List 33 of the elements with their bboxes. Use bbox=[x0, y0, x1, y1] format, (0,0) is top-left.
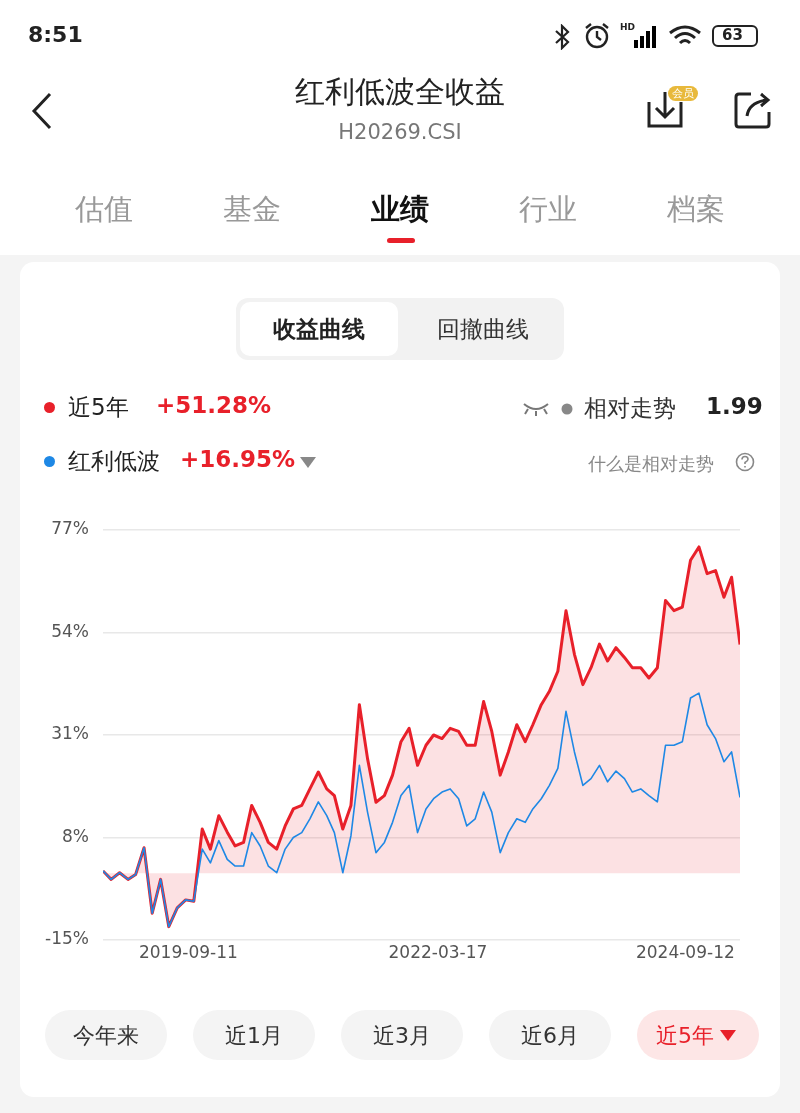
text: 基金 bbox=[223, 191, 281, 228]
text: +16.95% bbox=[180, 446, 296, 472]
chart-title: 红利低波全收益 bbox=[295, 73, 505, 111]
x-tick-label: 2022-03-17 bbox=[388, 941, 488, 962]
text: 近6月 bbox=[521, 1022, 579, 1050]
text: HD bbox=[620, 22, 636, 32]
y-tick-label: -15% bbox=[45, 928, 89, 949]
text: 8:51 bbox=[28, 22, 83, 47]
text: 相对走势 bbox=[584, 394, 676, 423]
x-tick-label: 2019-09-11 bbox=[138, 941, 238, 962]
y-tick-label: 54% bbox=[51, 620, 89, 641]
text: 什么是相对走势 bbox=[588, 452, 714, 476]
text: 63 bbox=[722, 26, 743, 44]
y-tick-label: 31% bbox=[51, 723, 89, 744]
x-tick-label: 2024-09-12 bbox=[635, 941, 735, 962]
text: 回撤曲线 bbox=[437, 315, 529, 344]
text: 会员 bbox=[672, 86, 694, 101]
y-tick-label: 77% bbox=[51, 518, 89, 539]
chart-subtitle: H20269.CSI bbox=[338, 120, 462, 144]
text: 业绩 bbox=[371, 191, 429, 228]
text: 近1月 bbox=[225, 1022, 283, 1050]
text: 近3月 bbox=[373, 1022, 431, 1050]
text: +51.28% bbox=[156, 392, 272, 418]
text: 今年来 bbox=[73, 1022, 139, 1050]
text: 估值 bbox=[75, 191, 133, 228]
legend-label: 近5年 bbox=[68, 393, 129, 422]
text: 行业 bbox=[519, 191, 577, 228]
text: 近5年 bbox=[656, 1022, 714, 1050]
text: 档案 bbox=[667, 191, 725, 228]
y-tick-label: 8% bbox=[62, 825, 89, 846]
text: 收益曲线 bbox=[273, 315, 365, 344]
legend-label: 红利低波 bbox=[68, 447, 160, 476]
text: 1.99 bbox=[706, 393, 763, 419]
